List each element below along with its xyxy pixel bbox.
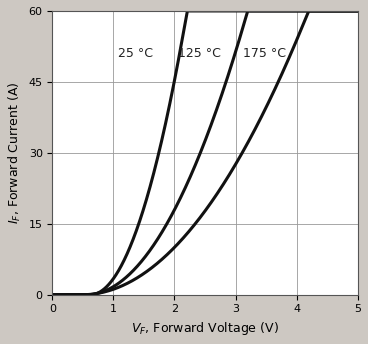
Text: 125 °C: 125 °C <box>177 47 220 60</box>
X-axis label: $V_F$, Forward Voltage (V): $V_F$, Forward Voltage (V) <box>131 320 279 337</box>
Y-axis label: $I_F$, Forward Current (A): $I_F$, Forward Current (A) <box>7 82 23 224</box>
Text: 175 °C: 175 °C <box>243 47 286 60</box>
Text: 25 °C: 25 °C <box>118 47 153 60</box>
